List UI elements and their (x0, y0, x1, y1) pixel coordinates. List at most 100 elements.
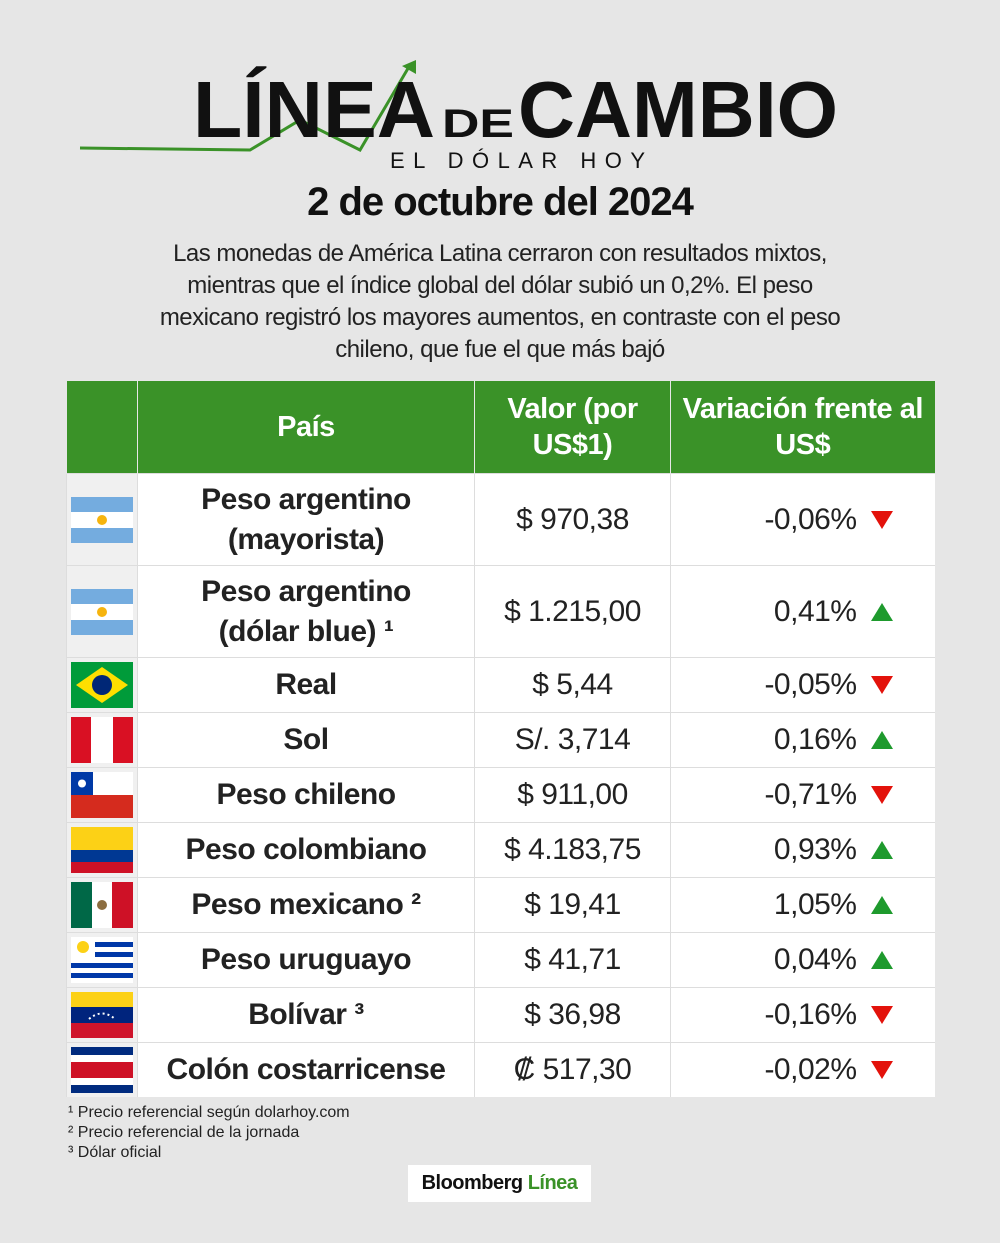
currency-name: Peso argentino (dólar blue) ¹ (137, 565, 475, 658)
currency-change: -0,02% (670, 1042, 935, 1097)
flag (71, 588, 133, 635)
flag (71, 827, 133, 873)
trend-arrow (870, 896, 893, 914)
currency-change: -0,71% (670, 767, 935, 823)
header-cell: Valor (por US$1) (474, 381, 671, 474)
brand: Bloomberg Línea (408, 1165, 591, 1202)
currency-change: 0,04% (670, 932, 935, 988)
row: Peso mexicano ² $ 19,41 1,05% (66, 877, 935, 933)
currency-value: $ 5,44 (474, 657, 671, 713)
flag-cell (66, 1042, 138, 1097)
currency-name: Peso mexicano ² (137, 877, 475, 933)
logo-title: CAMBIO (518, 65, 838, 154)
currency-name: Peso chileno (137, 767, 475, 823)
flag-cell (66, 473, 138, 566)
currency-change: 0,93% (670, 822, 935, 878)
currency-name: Peso argentino (mayorista) (137, 473, 475, 566)
footnote: ³ Dólar oficial (68, 1144, 162, 1161)
row: Peso chileno $ 911,00 -0,71% (66, 767, 935, 823)
change-text: -0,71% (764, 778, 857, 811)
row: Peso argentino (dólar blue) ¹ $ 1.215,00 0… (66, 565, 935, 658)
currency-change: -0,06% (670, 473, 935, 566)
flag-cell (66, 565, 138, 658)
change-text: -0,06% (764, 502, 857, 536)
flag (71, 772, 133, 818)
trend-arrow (870, 1006, 893, 1024)
currency-name: Bolívar ³ (137, 987, 475, 1043)
flag (71, 717, 133, 763)
logo-line (79, 64, 412, 152)
header-cell: Variación frente al US$ (670, 381, 935, 474)
flag-cell (66, 712, 138, 768)
flag-cell (66, 657, 138, 713)
flag-cell (66, 932, 138, 988)
currency-name: Sol (137, 712, 475, 768)
logo-arrow (402, 60, 416, 74)
flag-cell (66, 822, 138, 878)
table-body: Peso argentino (mayorista) $ 970,38 -0,06%… (66, 473, 935, 1097)
currency-change: 0,16% (670, 712, 935, 768)
currency-name: Peso uruguayo (137, 932, 475, 988)
trend-arrow (870, 786, 893, 804)
currency-change: -0,05% (670, 657, 935, 713)
change-text: 0,93% (773, 833, 857, 866)
currency-value: $ 41,71 (474, 932, 671, 988)
currency-name: Peso colombiano (137, 822, 475, 878)
logo: LÍNEA DE CAMBIO EL DÓLAR HOY (79, 60, 838, 173)
flag (71, 1047, 133, 1093)
change-text: 0,16% (773, 723, 857, 756)
currency-value: S/. 3,714 (474, 712, 671, 768)
row: Peso uruguayo $ 41,71 0,04% (66, 932, 935, 988)
footnote: ¹ Precio referencial según dolarhoy.com (68, 1104, 350, 1121)
currency-value: $ 19,41 (474, 877, 671, 933)
row: Bolívar ³ $ 36,98 -0,16% (66, 987, 935, 1043)
flag (71, 937, 133, 983)
currency-value: $ 4.183,75 (474, 822, 671, 878)
table: País Valor (por US$1) Variación frente a… (66, 381, 935, 1097)
logo-title: LÍNEA (193, 65, 435, 154)
change-text: -0,02% (764, 1053, 857, 1086)
row: Real $ 5,44 -0,05% (66, 657, 935, 713)
change-text: 0,04% (773, 943, 857, 976)
header-cell (66, 381, 138, 474)
row: Peso argentino (mayorista) $ 970,38 -0,06% (66, 473, 935, 566)
currency-value: $ 1.215,00 (474, 565, 671, 658)
trend-arrow (870, 676, 893, 694)
header-row: País Valor (por US$1) Variación frente a… (66, 381, 935, 474)
trend-arrow (870, 731, 893, 749)
currency-value: $ 36,98 (474, 987, 671, 1043)
brand-name: Bloomberg (421, 1172, 524, 1194)
currency-value: $ 911,00 (474, 767, 671, 823)
currency-name: Colón costarricense (137, 1042, 475, 1097)
flag-cell (66, 767, 138, 823)
change-text: -0,05% (764, 668, 857, 701)
currency-value: ₡ 517,30 (474, 1042, 671, 1097)
change-text: 1,05% (773, 888, 857, 921)
change-text: -0,16% (764, 998, 857, 1031)
currency-change: -0,16% (670, 987, 935, 1043)
footnote: ² Precio referencial de la jornada (68, 1124, 300, 1141)
date: 2 de octubre del 2024 (307, 180, 694, 224)
trend-arrow (870, 510, 893, 529)
trend-arrow (870, 841, 893, 859)
currency-change: 1,05% (670, 877, 935, 933)
flag-cell (66, 877, 138, 933)
row: Peso colombiano $ 4.183,75 0,93% (66, 822, 935, 878)
change-text: 0,41% (773, 594, 857, 628)
description: Las monedas de América Latina cerraron c… (159, 240, 841, 363)
currency-name: Real (137, 657, 475, 713)
trend-arrow (870, 602, 893, 621)
trend-arrow (870, 951, 893, 969)
row: Sol S/. 3,714 0,16% (66, 712, 935, 768)
flag-cell (66, 987, 138, 1043)
flag (71, 882, 133, 928)
logo-title: DE (442, 102, 514, 146)
flag (71, 662, 133, 708)
row: Colón costarricense ₡ 517,30 -0,02% (66, 1042, 935, 1097)
flag (71, 992, 133, 1038)
footnotes: ¹ Precio referencial según dolarhoy.com … (68, 1103, 350, 1163)
brand-suffix: Línea (527, 1172, 578, 1194)
currency-value: $ 970,38 (474, 473, 671, 566)
flag (71, 496, 133, 543)
